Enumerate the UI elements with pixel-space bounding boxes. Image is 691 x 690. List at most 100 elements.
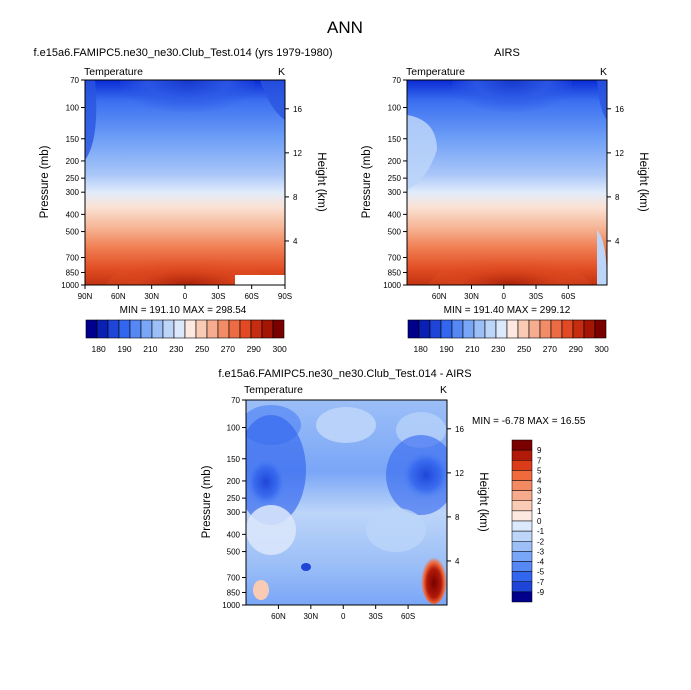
- colorbar-swatch: [511, 480, 533, 491]
- panel-airs-x-ticks: 60N 30N 0 30S 60S: [432, 285, 575, 301]
- y-tick-label: 150: [66, 135, 80, 144]
- panel-diff-frame: [245, 399, 448, 606]
- figure-title: ANN: [327, 18, 363, 37]
- colorbar-swatch: [511, 460, 533, 471]
- colorbar-swatch: [96, 319, 109, 339]
- colorbar-label: 5: [537, 466, 542, 475]
- colorbar-label: 190: [439, 344, 453, 354]
- y-tick-label: 700: [388, 254, 402, 263]
- colorbar-label: -4: [537, 558, 545, 567]
- y-tick-label: 100: [227, 423, 241, 432]
- panel-diff-stats: MIN = -6.78 MAX = 16.55: [472, 416, 586, 427]
- colorbar-swatch: [506, 319, 519, 339]
- colorbar-label: 4: [537, 477, 542, 486]
- x-tick-label: 90N: [78, 292, 93, 301]
- height-tick-label: 8: [615, 193, 620, 202]
- y-tick-label: 500: [388, 228, 402, 237]
- panel-model-x-ticks: 90N 60N 30N 0 30S 60S 90S: [78, 285, 292, 301]
- colorbar-label: 1: [537, 507, 542, 516]
- x-tick-label: 60S: [245, 292, 259, 301]
- colorbar-model: 180 190 210 230 250 270 290 300: [85, 319, 287, 354]
- height-tick-label: 16: [615, 105, 624, 114]
- panel-diff-ylabel-right: Height (km): [477, 472, 489, 532]
- y-tick-label: 850: [66, 268, 80, 277]
- panel-model-right-label: K: [278, 66, 285, 78]
- colorbar-swatch: [173, 319, 186, 339]
- colorbar-label: 3: [537, 487, 542, 496]
- y-tick-label: 300: [66, 188, 80, 197]
- y-tick-label: 200: [388, 157, 402, 166]
- x-tick-label: 30N: [464, 292, 479, 301]
- colorbar-swatch: [528, 319, 541, 339]
- panel-diff-x-ticks: 60N 30N 0 30S 60S: [271, 605, 415, 621]
- panel-airs-ylabel: Pressure (mb): [361, 145, 373, 218]
- colorbar-swatch: [511, 530, 533, 542]
- colorbar-swatch: [272, 319, 285, 339]
- x-tick-label: 90S: [278, 292, 292, 301]
- panel-diff-y-ticks: 70 100 150 200 250 300 400 500 700 850 1000: [222, 396, 246, 610]
- colorbar-swatch: [129, 319, 142, 339]
- y-tick-label: 100: [66, 103, 80, 112]
- colorbar-swatch: [511, 520, 533, 532]
- x-tick-label: 0: [341, 612, 346, 621]
- colorbar-label: 180: [92, 344, 106, 354]
- y-tick-label: 200: [66, 157, 80, 166]
- colorbar-label: 270: [221, 344, 235, 354]
- colorbar-airs: 180 190 210 230 250 270 290 300: [407, 319, 609, 354]
- colorbar-swatch: [511, 541, 533, 552]
- y-tick-label: 300: [388, 188, 402, 197]
- colorbar-label: 9: [537, 446, 542, 455]
- panel-model-ylabel: Pressure (mb): [39, 145, 51, 218]
- colorbar-swatch: [184, 319, 197, 339]
- panel-model-ylabel-right: Height (km): [315, 152, 327, 212]
- y-tick-label: 70: [392, 76, 401, 85]
- height-tick-label: 12: [455, 469, 464, 478]
- colorbar-swatch: [511, 591, 533, 603]
- height-tick-label: 8: [455, 513, 460, 522]
- panel-diff-title: f.e15a6.FAMIPC5.ne30_ne30.Club_Test.014 …: [218, 368, 471, 380]
- colorbar-swatch: [85, 319, 98, 339]
- panel-model-title: f.e15a6.FAMIPC5.ne30_ne30.Club_Test.014 …: [33, 47, 332, 59]
- height-tick-label: 12: [293, 149, 302, 158]
- panel-airs-ylabel-right: Height (km): [637, 152, 649, 212]
- x-tick-label: 30S: [211, 292, 225, 301]
- colorbar-label: 250: [195, 344, 209, 354]
- colorbar-swatch: [484, 319, 497, 339]
- height-tick-label: 8: [293, 193, 298, 202]
- panel-airs-title: AIRS: [494, 47, 520, 59]
- panel-model-y-ticks: 70 100 150 200 250 300 400 500 700 850 1000: [61, 76, 85, 290]
- x-tick-label: 30S: [369, 612, 383, 621]
- colorbar-label: 230: [169, 344, 183, 354]
- colorbar-swatch: [473, 319, 486, 339]
- y-tick-label: 850: [227, 588, 241, 597]
- y-tick-label: 400: [66, 210, 80, 219]
- colorbar-swatch: [511, 510, 533, 522]
- colorbar-label: 270: [543, 344, 557, 354]
- colorbar-swatch: [511, 500, 533, 512]
- colorbar-swatch: [228, 319, 241, 339]
- colorbar-swatch: [511, 581, 533, 593]
- height-tick-label: 4: [455, 557, 460, 566]
- y-tick-label: 1000: [61, 281, 79, 290]
- colorbar-label: -5: [537, 568, 545, 577]
- colorbar-label: 7: [537, 456, 542, 465]
- panel-airs-height-ticks: 4 8 12 16: [607, 105, 624, 246]
- y-tick-label: 400: [388, 210, 402, 219]
- colorbar-swatch: [107, 319, 120, 339]
- y-tick-label: 200: [227, 477, 241, 486]
- y-tick-label: 100: [388, 103, 402, 112]
- x-tick-label: 0: [502, 292, 507, 301]
- height-tick-label: 16: [455, 425, 464, 434]
- x-tick-label: 30S: [529, 292, 543, 301]
- colorbar-swatch: [495, 319, 508, 339]
- y-tick-label: 500: [227, 548, 241, 557]
- panel-airs-stats: MIN = 191.40 MAX = 299.12: [444, 305, 571, 316]
- y-tick-label: 250: [227, 494, 241, 503]
- height-tick-label: 4: [293, 237, 298, 246]
- height-tick-label: 16: [293, 105, 302, 114]
- panel-airs-frame: [406, 79, 608, 286]
- x-tick-label: 0: [183, 292, 188, 301]
- panel-diff-plot: [246, 400, 447, 605]
